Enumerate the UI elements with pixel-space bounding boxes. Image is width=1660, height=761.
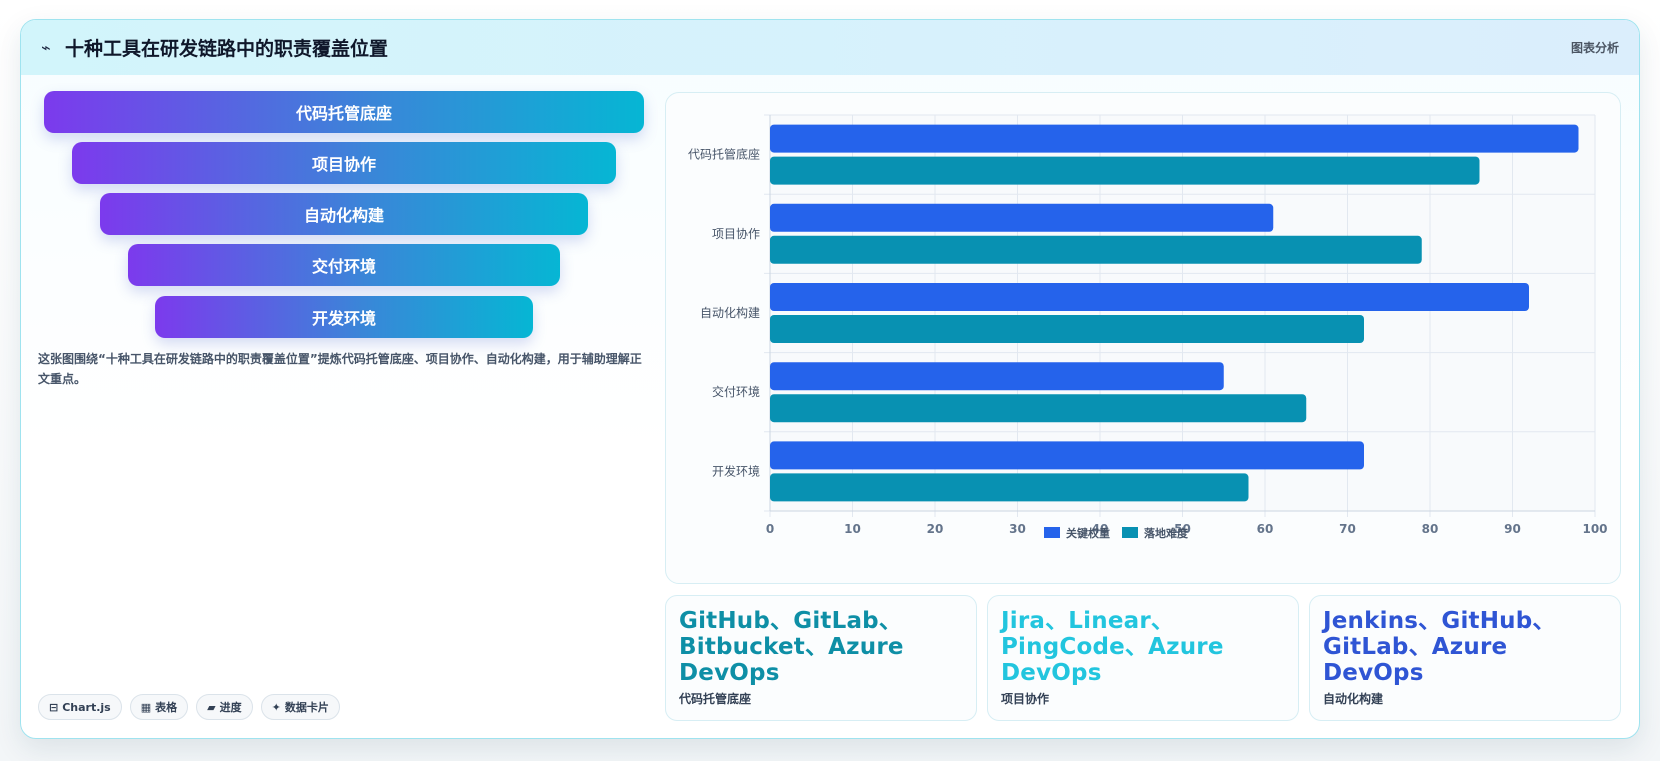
bar-chart: 0 10 20 30 40 50 60 70 80 90 100 代码托管底座项目协作自动化构建交付环… <box>688 114 1608 540</box>
stat-label: 项目协作 <box>1001 692 1050 706</box>
y-tick-label: 自动化构建 <box>700 305 760 320</box>
bar <box>770 235 1422 264</box>
chart-icon: ⊟ <box>49 700 59 714</box>
stat-card: Jira、Linear、PingCode、Azure DevOps 项目协作 <box>987 595 1299 721</box>
header-tag: 图表分析 <box>1570 41 1619 55</box>
bar <box>770 283 1529 311</box>
x-tick-label: 90 <box>1504 522 1521 536</box>
badge-chartjs[interactable]: ⊟ Chart.js <box>38 694 122 720</box>
bar <box>770 124 1579 153</box>
badge-label: 表格 <box>155 701 178 714</box>
x-tick-label: 20 <box>927 522 944 536</box>
stat-card: GitHub、GitLab、Bitbucket、Azure DevOps 代码托… <box>665 595 977 721</box>
x-tick-label: 30 <box>1009 522 1026 536</box>
funnel-layer: 交付环境 <box>128 244 560 286</box>
bar <box>770 203 1274 232</box>
sparkle-icon: ✦ <box>271 700 281 714</box>
stat-value: GitHub、GitLab、Bitbucket、Azure DevOps <box>679 608 904 686</box>
badge-progress[interactable]: ▰ 进度 <box>196 694 253 720</box>
bar <box>770 394 1307 423</box>
y-tick-label: 交付环境 <box>712 384 760 399</box>
chart-panel: 0 10 20 30 40 50 60 70 80 90 100 代码托管底座项目协作自动化构建交付环… <box>665 92 1621 584</box>
bar <box>770 441 1364 470</box>
x-tick-label: 80 <box>1422 522 1439 536</box>
x-tick-label: 100 <box>1582 522 1607 536</box>
progress-icon: ▰ <box>207 700 216 714</box>
funnel-layer: 自动化构建 <box>100 193 588 235</box>
badge-label: 进度 <box>219 701 242 714</box>
y-tick-label: 代码托管底座 <box>688 147 760 162</box>
funnel-layer: 开发环境 <box>155 296 533 338</box>
bar <box>770 473 1249 502</box>
stat-label: 代码托管底座 <box>679 692 752 706</box>
stat-card: Jenkins、GitHub、GitLab、Azure DevOps 自动化构建 <box>1309 595 1621 721</box>
badge-label: 数据卡片 <box>284 701 329 714</box>
chart-description: 这张图围绕“十种工具在研发链路中的职责覆盖位置”提炼代码托管底座、项目协作、自动… <box>38 352 642 386</box>
badge-table[interactable]: ▦ 表格 <box>129 694 189 720</box>
legend-label: 落地难度 <box>1144 526 1189 540</box>
page-title: 十种工具在研发链路中的职责覆盖位置 <box>65 38 389 60</box>
stat-value: Jira、Linear、PingCode、Azure DevOps <box>1001 608 1224 686</box>
badge-row: ⊟ Chart.js ▦ 表格 ▰ 进度 ✦ 数据卡片 <box>38 694 340 720</box>
card-header: ⌁ 十种工具在研发链路中的职责覆盖位置 图表分析 <box>21 20 1639 75</box>
legend-swatch <box>1122 527 1138 538</box>
funnel-layer: 代码托管底座 <box>44 91 644 133</box>
x-tick-label: 0 <box>766 522 774 536</box>
stat-value: Jenkins、GitHub、GitLab、Azure DevOps <box>1323 608 1556 686</box>
x-tick-label: 60 <box>1257 522 1274 536</box>
legend-swatch <box>1044 527 1060 538</box>
y-tick-label: 开发环境 <box>712 463 760 478</box>
legend-label: 关键权重 <box>1066 526 1110 540</box>
table-icon: ▦ <box>140 700 152 714</box>
x-tick-label: 70 <box>1339 522 1356 536</box>
badge-data-card[interactable]: ✦ 数据卡片 <box>260 694 340 720</box>
stat-label: 自动化构建 <box>1323 692 1384 706</box>
x-tick-label: 40 <box>1092 522 1109 536</box>
bar <box>770 315 1364 343</box>
x-tick-label: 50 <box>1174 522 1191 536</box>
x-tick-label: 10 <box>844 522 861 536</box>
y-tick-label: 项目协作 <box>712 226 760 241</box>
badge-label: Chart.js <box>62 700 111 714</box>
bar <box>770 156 1480 185</box>
bar <box>770 362 1224 391</box>
trend-icon: ⌁ <box>41 38 51 57</box>
funnel-layer: 项目协作 <box>72 142 616 184</box>
